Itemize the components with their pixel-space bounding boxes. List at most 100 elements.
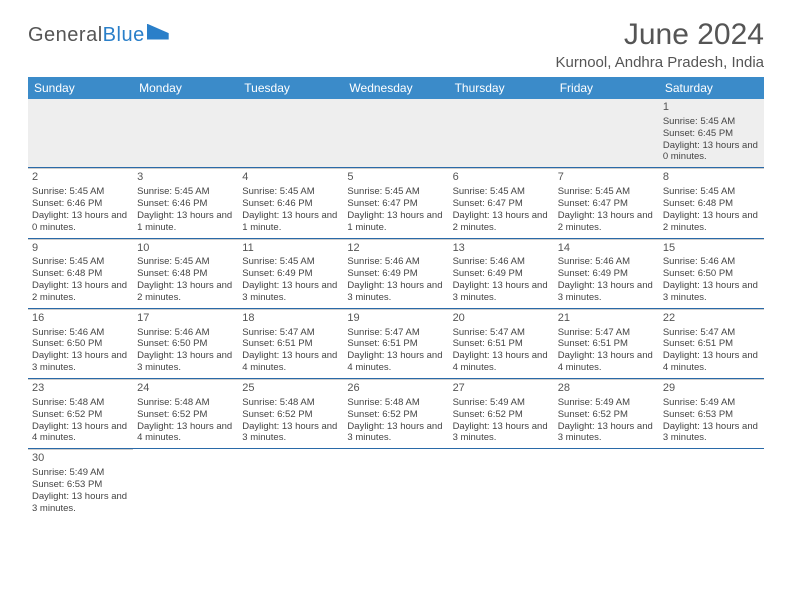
calendar-cell: 2Sunrise: 5:45 AMSunset: 6:46 PMDaylight… <box>28 168 133 237</box>
daylight-line: Daylight: 13 hours and 2 minutes. <box>558 210 655 234</box>
day-name: Monday <box>133 77 238 99</box>
calendar-cell-empty <box>238 449 343 518</box>
calendar-cell: 23Sunrise: 5:48 AMSunset: 6:52 PMDayligh… <box>28 379 133 448</box>
daylight-line: Daylight: 13 hours and 3 minutes. <box>32 350 129 374</box>
sunset-line: Sunset: 6:47 PM <box>558 198 655 210</box>
day-number: 24 <box>137 382 234 396</box>
calendar-cell: 22Sunrise: 5:47 AMSunset: 6:51 PMDayligh… <box>659 309 764 378</box>
sunset-line: Sunset: 6:52 PM <box>347 409 444 421</box>
day-number: 13 <box>453 242 550 256</box>
day-number: 10 <box>137 242 234 256</box>
calendar-cell: 5Sunrise: 5:45 AMSunset: 6:47 PMDaylight… <box>343 168 448 237</box>
logo: GeneralBlue <box>28 18 169 47</box>
calendar-cell: 27Sunrise: 5:49 AMSunset: 6:52 PMDayligh… <box>449 379 554 448</box>
daylight-line: Daylight: 13 hours and 2 minutes. <box>663 210 760 234</box>
sunrise-line: Sunrise: 5:45 AM <box>137 256 234 268</box>
calendar-cell: 4Sunrise: 5:45 AMSunset: 6:46 PMDaylight… <box>238 168 343 237</box>
daylight-line: Daylight: 13 hours and 2 minutes. <box>32 280 129 304</box>
sunset-line: Sunset: 6:48 PM <box>32 268 129 280</box>
sunrise-line: Sunrise: 5:47 AM <box>242 327 339 339</box>
sunrise-line: Sunrise: 5:45 AM <box>347 186 444 198</box>
day-name: Wednesday <box>343 77 448 99</box>
calendar-cell-empty <box>343 449 448 518</box>
day-name: Friday <box>554 77 659 99</box>
sunrise-line: Sunrise: 5:45 AM <box>32 256 129 268</box>
day-number: 1 <box>663 101 760 115</box>
day-number: 9 <box>32 242 129 256</box>
daylight-line: Daylight: 13 hours and 3 minutes. <box>558 280 655 304</box>
calendar-cell-empty <box>343 99 448 167</box>
sunset-line: Sunset: 6:50 PM <box>663 268 760 280</box>
sunset-line: Sunset: 6:51 PM <box>347 338 444 350</box>
sunset-line: Sunset: 6:51 PM <box>242 338 339 350</box>
calendar-cell: 16Sunrise: 5:46 AMSunset: 6:50 PMDayligh… <box>28 309 133 378</box>
sunset-line: Sunset: 6:52 PM <box>558 409 655 421</box>
sunrise-line: Sunrise: 5:46 AM <box>347 256 444 268</box>
day-number: 16 <box>32 312 129 326</box>
calendar-cell: 17Sunrise: 5:46 AMSunset: 6:50 PMDayligh… <box>133 309 238 378</box>
sunrise-line: Sunrise: 5:46 AM <box>32 327 129 339</box>
calendar-cell: 13Sunrise: 5:46 AMSunset: 6:49 PMDayligh… <box>449 239 554 308</box>
daylight-line: Daylight: 13 hours and 3 minutes. <box>558 421 655 445</box>
sunset-line: Sunset: 6:47 PM <box>453 198 550 210</box>
day-number: 7 <box>558 171 655 185</box>
sunset-line: Sunset: 6:51 PM <box>663 338 760 350</box>
day-number: 25 <box>242 382 339 396</box>
sunrise-line: Sunrise: 5:49 AM <box>453 397 550 409</box>
day-name: Saturday <box>659 77 764 99</box>
daylight-line: Daylight: 13 hours and 3 minutes. <box>347 421 444 445</box>
daylight-line: Daylight: 13 hours and 4 minutes. <box>453 350 550 374</box>
day-number: 27 <box>453 382 550 396</box>
daylight-line: Daylight: 13 hours and 3 minutes. <box>453 421 550 445</box>
calendar-week: 30Sunrise: 5:49 AMSunset: 6:53 PMDayligh… <box>28 449 764 518</box>
daylight-line: Daylight: 13 hours and 4 minutes. <box>558 350 655 374</box>
title-block: June 2024 Kurnool, Andhra Pradesh, India <box>556 18 764 71</box>
daylight-line: Daylight: 13 hours and 4 minutes. <box>242 350 339 374</box>
calendar-cell: 3Sunrise: 5:45 AMSunset: 6:46 PMDaylight… <box>133 168 238 237</box>
sunset-line: Sunset: 6:52 PM <box>32 409 129 421</box>
sunrise-line: Sunrise: 5:45 AM <box>663 116 760 128</box>
day-number: 5 <box>347 171 444 185</box>
calendar-cell-empty <box>133 99 238 167</box>
sunrise-line: Sunrise: 5:49 AM <box>558 397 655 409</box>
sunrise-line: Sunrise: 5:45 AM <box>32 186 129 198</box>
sunrise-line: Sunrise: 5:49 AM <box>663 397 760 409</box>
sunrise-line: Sunrise: 5:46 AM <box>663 256 760 268</box>
calendar-cell-empty <box>449 99 554 167</box>
day-number: 3 <box>137 171 234 185</box>
calendar-week: 1Sunrise: 5:45 AMSunset: 6:45 PMDaylight… <box>28 99 764 168</box>
calendar-cell-empty <box>554 99 659 167</box>
sunrise-line: Sunrise: 5:45 AM <box>137 186 234 198</box>
sunset-line: Sunset: 6:49 PM <box>242 268 339 280</box>
sunrise-line: Sunrise: 5:46 AM <box>137 327 234 339</box>
sunset-line: Sunset: 6:52 PM <box>242 409 339 421</box>
calendar-cell: 29Sunrise: 5:49 AMSunset: 6:53 PMDayligh… <box>659 379 764 448</box>
sunrise-line: Sunrise: 5:48 AM <box>137 397 234 409</box>
calendar-cell: 20Sunrise: 5:47 AMSunset: 6:51 PMDayligh… <box>449 309 554 378</box>
sunset-line: Sunset: 6:53 PM <box>663 409 760 421</box>
day-number: 19 <box>347 312 444 326</box>
daylight-line: Daylight: 13 hours and 3 minutes. <box>663 280 760 304</box>
day-number: 6 <box>453 171 550 185</box>
calendar-cell: 30Sunrise: 5:49 AMSunset: 6:53 PMDayligh… <box>28 449 133 518</box>
day-number: 15 <box>663 242 760 256</box>
sunset-line: Sunset: 6:50 PM <box>137 338 234 350</box>
calendar-cell: 28Sunrise: 5:49 AMSunset: 6:52 PMDayligh… <box>554 379 659 448</box>
day-number: 17 <box>137 312 234 326</box>
calendar-cell-empty <box>238 99 343 167</box>
daylight-line: Daylight: 13 hours and 4 minutes. <box>32 421 129 445</box>
calendar-cell: 14Sunrise: 5:46 AMSunset: 6:49 PMDayligh… <box>554 239 659 308</box>
calendar-day-header: Sunday Monday Tuesday Wednesday Thursday… <box>28 77 764 99</box>
day-number: 4 <box>242 171 339 185</box>
sunset-line: Sunset: 6:53 PM <box>32 479 129 491</box>
sunset-line: Sunset: 6:49 PM <box>453 268 550 280</box>
daylight-line: Daylight: 13 hours and 3 minutes. <box>137 350 234 374</box>
day-number: 2 <box>32 171 129 185</box>
sunrise-line: Sunrise: 5:45 AM <box>242 186 339 198</box>
calendar-cell: 12Sunrise: 5:46 AMSunset: 6:49 PMDayligh… <box>343 239 448 308</box>
daylight-line: Daylight: 13 hours and 2 minutes. <box>453 210 550 234</box>
sunset-line: Sunset: 6:51 PM <box>558 338 655 350</box>
daylight-line: Daylight: 13 hours and 3 minutes. <box>242 280 339 304</box>
daylight-line: Daylight: 13 hours and 1 minute. <box>242 210 339 234</box>
sunset-line: Sunset: 6:50 PM <box>32 338 129 350</box>
